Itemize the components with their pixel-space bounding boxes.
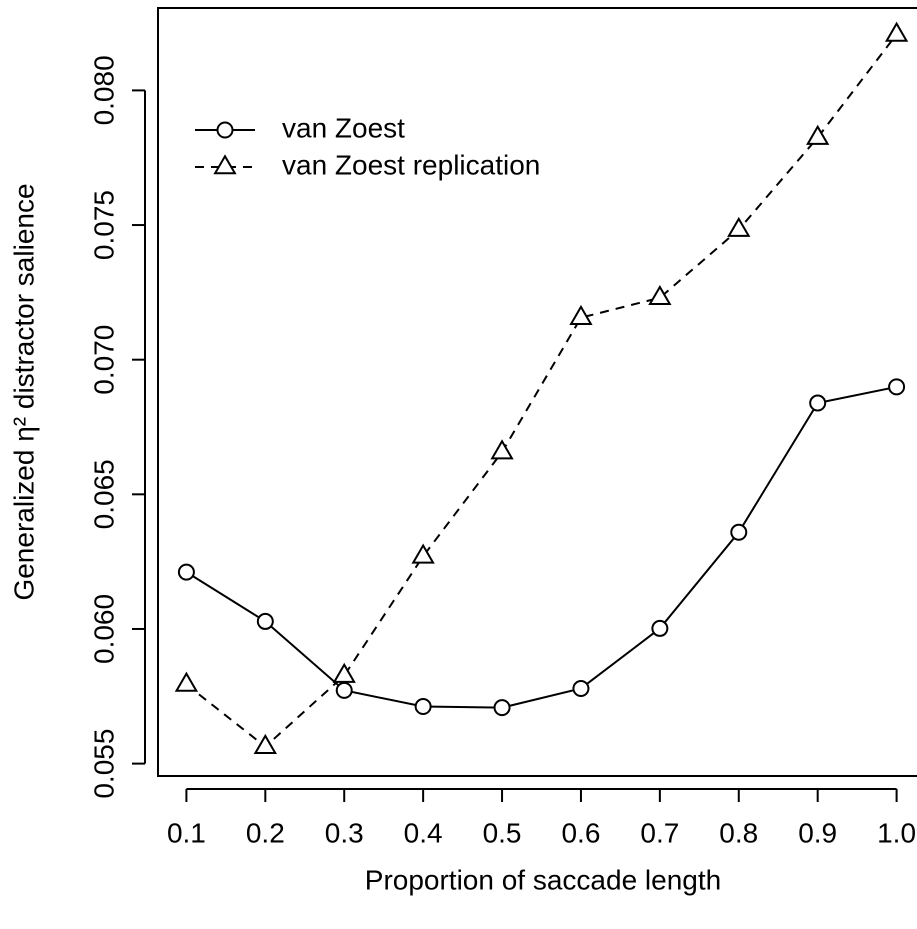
point xyxy=(648,284,672,306)
point xyxy=(490,439,514,460)
point xyxy=(884,21,909,42)
x-tick-label: 0.2 xyxy=(246,817,285,848)
point xyxy=(414,698,432,716)
point xyxy=(809,394,827,412)
point xyxy=(256,612,274,630)
y-axis-label: Generalized η² distractor salience xyxy=(8,183,39,600)
x-tick-label: 0.4 xyxy=(404,817,443,848)
y-tick-label: 0.060 xyxy=(88,594,119,664)
x-tick-label: 0.9 xyxy=(798,817,837,848)
point xyxy=(411,543,435,564)
x-tick-label: 0.1 xyxy=(167,817,206,848)
x-tick-label: 0.6 xyxy=(561,817,600,848)
point xyxy=(174,671,199,692)
legend-label: van Zoest replication xyxy=(282,149,540,180)
legend-label: van Zoest xyxy=(282,112,405,143)
legend-marker xyxy=(216,121,234,139)
point xyxy=(806,124,830,145)
x-tick-label: 1.0 xyxy=(877,817,916,848)
series-line xyxy=(185,33,898,748)
point xyxy=(569,304,593,325)
x-tick-label: 0.8 xyxy=(719,817,758,848)
y-tick-label: 0.080 xyxy=(88,55,119,125)
y-tick-label: 0.055 xyxy=(88,729,119,799)
y-tick-label: 0.065 xyxy=(88,459,119,529)
legend-marker xyxy=(213,154,237,175)
point xyxy=(332,662,356,683)
point xyxy=(177,563,195,581)
y-tick-label: 0.070 xyxy=(88,325,119,395)
point xyxy=(572,679,590,697)
point xyxy=(727,216,751,237)
x-axis-label: Proportion of saccade length xyxy=(365,864,721,895)
x-tick-label: 0.7 xyxy=(640,817,679,848)
point xyxy=(493,699,511,717)
x-tick-label: 0.5 xyxy=(483,817,522,848)
point xyxy=(335,681,353,699)
x-tick-label: 0.3 xyxy=(325,817,364,848)
series-line xyxy=(185,385,897,709)
point xyxy=(253,733,277,754)
point xyxy=(651,619,669,637)
point xyxy=(730,523,748,541)
y-tick-label: 0.075 xyxy=(88,190,119,260)
plot-frame xyxy=(157,7,917,777)
point xyxy=(888,378,906,396)
